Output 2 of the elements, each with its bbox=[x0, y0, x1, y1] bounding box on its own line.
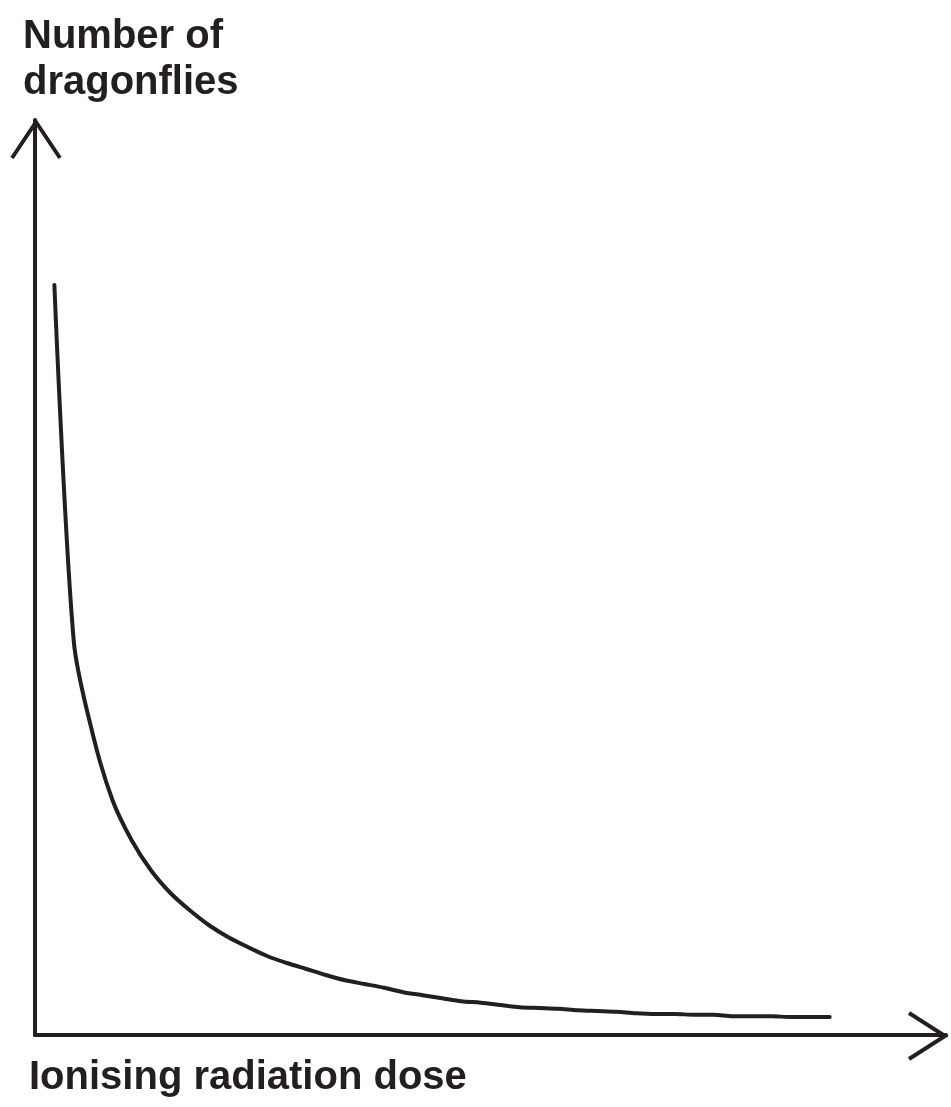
x-axis-title: Ionising radiation dose bbox=[29, 1053, 467, 1097]
y-axis-title: Number of dragonflies bbox=[23, 12, 239, 102]
